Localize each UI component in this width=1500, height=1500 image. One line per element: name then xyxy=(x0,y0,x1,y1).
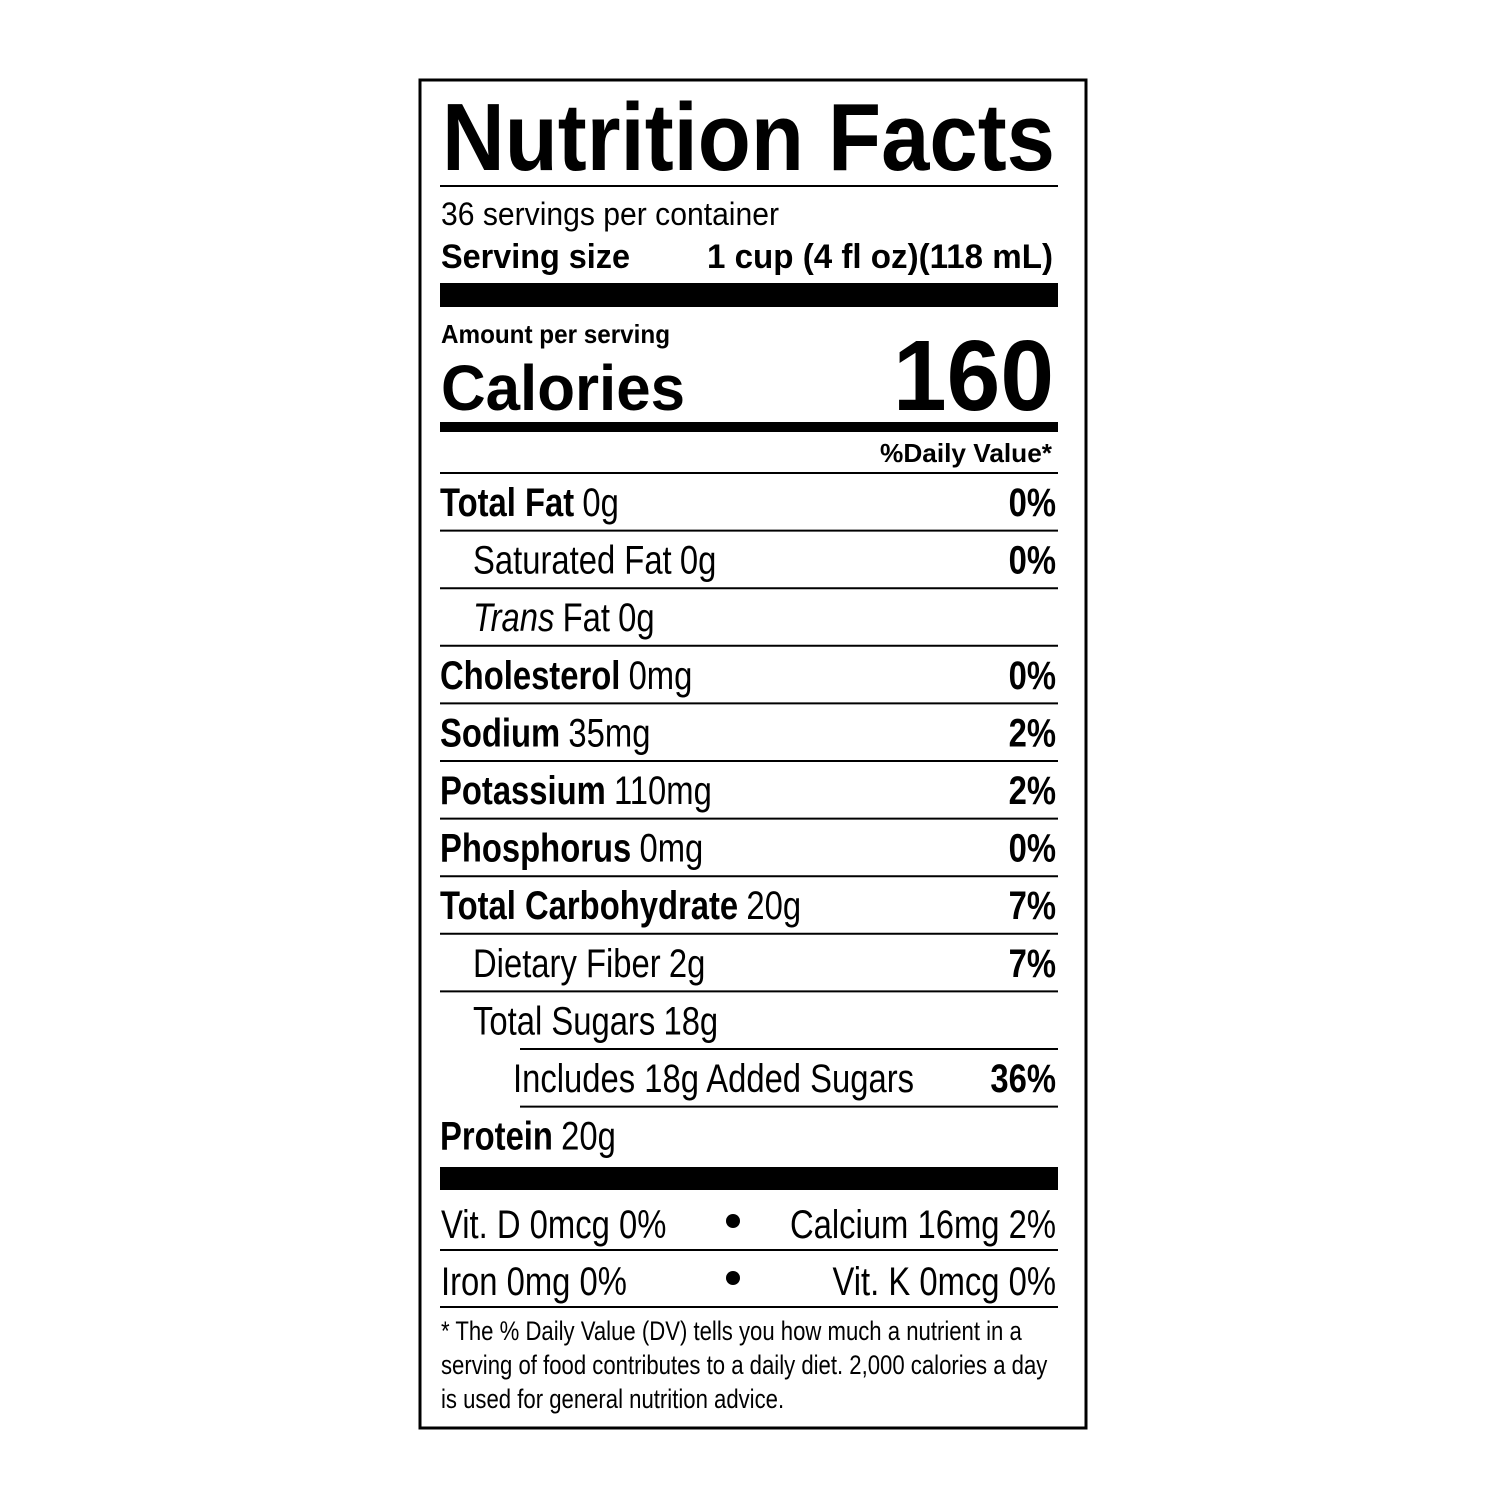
nutrient-amount: 2g xyxy=(669,941,705,986)
daily-value: 0% xyxy=(1009,480,1056,525)
nutrient-amount: 0g xyxy=(680,538,716,583)
amount-per-serving: Amount per serving xyxy=(441,319,670,349)
footnote-line: is used for general nutrition advice. xyxy=(441,1385,784,1415)
vitamin: Vit. D 0mcg 0% xyxy=(441,1202,666,1247)
daily-value: 36% xyxy=(990,1056,1056,1101)
nutrient-name: Fat xyxy=(563,595,610,640)
serving-size-label: Serving size xyxy=(441,238,630,276)
title: Nutrition Facts xyxy=(442,84,1055,191)
bullet xyxy=(726,1271,740,1285)
footnote-line: * The % Daily Value (DV) tells you how m… xyxy=(441,1317,1022,1347)
thick-bar xyxy=(440,1167,1058,1190)
nutrient-amount: 20g xyxy=(746,883,801,928)
nutrient-name: Phosphorus xyxy=(440,826,631,871)
nutrient-name-italic: Trans xyxy=(473,595,554,640)
nutrient-row: Protein 20g xyxy=(440,1114,616,1159)
nutrient-row: Total Carbohydrate 20g xyxy=(440,883,801,928)
nutrient-amount: 20g xyxy=(561,1114,616,1159)
daily-value: 7% xyxy=(1009,941,1056,986)
daily-value-header: %Daily Value* xyxy=(880,438,1053,468)
nutrient-amount: 0mg xyxy=(639,826,703,871)
nutrient-amount: 0mg xyxy=(629,653,693,698)
nutrient-amount: 18g xyxy=(663,998,718,1043)
vitamin: Iron 0mg 0% xyxy=(441,1259,627,1304)
nutrient-row: Total Sugars 18g xyxy=(473,998,718,1043)
nutrient-name: Dietary Fiber xyxy=(473,941,661,986)
nutrient-amount: 35mg xyxy=(568,710,650,755)
daily-value: 0% xyxy=(1009,538,1056,583)
nutrient-name: Saturated Fat xyxy=(473,538,672,583)
servings: 36 servings per container xyxy=(441,196,779,232)
daily-value: 0% xyxy=(1009,826,1056,871)
daily-value: 0% xyxy=(1009,653,1056,698)
nutrient-name: Potassium xyxy=(440,768,606,813)
vitamin: Calcium 16mg 2% xyxy=(790,1202,1056,1247)
nutrient-row: Sodium 35mg xyxy=(440,710,650,755)
nutrient-row: Includes 18g Added Sugars xyxy=(513,1056,914,1101)
bullet xyxy=(726,1214,740,1228)
nutrient-name: Sodium xyxy=(440,710,560,755)
nutrient-amount: 0g xyxy=(582,480,618,525)
vitamin: Vit. K 0mcg 0% xyxy=(832,1259,1056,1304)
footnote-line: serving of food contributes to a daily d… xyxy=(441,1351,1048,1381)
nutrient-name: Cholesterol xyxy=(440,653,620,698)
nutrient-row: Cholesterol 0mg xyxy=(440,653,692,698)
daily-value: 2% xyxy=(1009,768,1056,813)
nutrient-row: Dietary Fiber 2g xyxy=(473,941,705,986)
nutrient-row: Total Fat 0g xyxy=(440,480,619,525)
nutrient-name: Protein xyxy=(440,1114,553,1159)
daily-value: 7% xyxy=(1009,883,1056,928)
nutrient-name: Total Sugars xyxy=(473,998,655,1043)
nutrient-row: Phosphorus 0mg xyxy=(440,826,703,871)
medium-bar xyxy=(440,422,1058,432)
nutrient-name: Total Fat xyxy=(440,480,574,525)
nutrient-amount: 0g xyxy=(618,595,654,640)
nutrient-amount: 110mg xyxy=(614,768,712,813)
daily-value: 2% xyxy=(1009,710,1056,755)
calories-label: Calories xyxy=(441,352,685,424)
nutrient-name: Total Carbohydrate xyxy=(440,883,738,928)
nutrient-row: Trans Fat 0g xyxy=(473,595,655,640)
calories-value: 160 xyxy=(893,320,1054,432)
nutrient-row: Saturated Fat 0g xyxy=(473,538,716,583)
nutrient-name: Includes 18g Added Sugars xyxy=(513,1056,914,1101)
label-border xyxy=(418,78,1088,1430)
nutrient-row: Potassium 110mg xyxy=(440,768,712,813)
thick-bar xyxy=(440,283,1058,307)
serving-size-value: 1 cup (4 fl oz)(118 mL) xyxy=(707,238,1053,276)
